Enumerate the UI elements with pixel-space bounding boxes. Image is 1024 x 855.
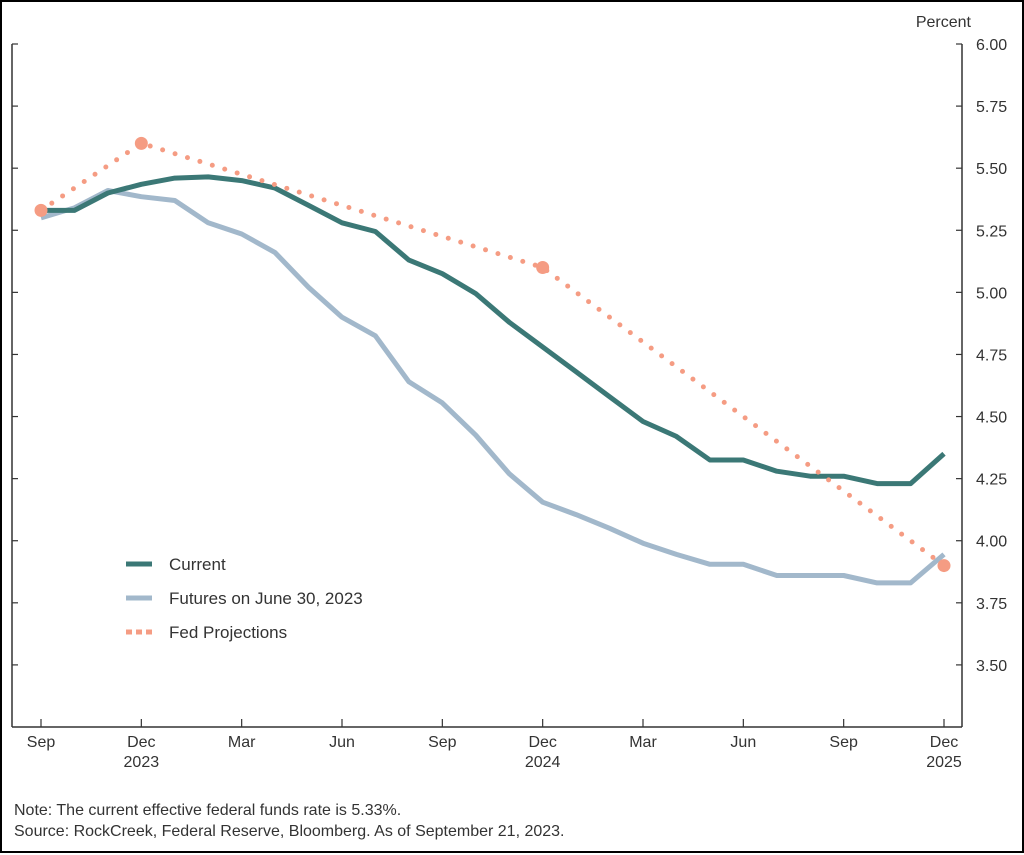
y-tick-label: 5.75 xyxy=(976,99,1007,116)
legend-label: Futures on June 30, 2023 xyxy=(169,589,363,608)
x-tick-label: Sep xyxy=(428,734,457,751)
series-line-current xyxy=(41,174,946,487)
x-tick-label: Dec xyxy=(127,734,155,751)
x-tick-label: Jun xyxy=(730,734,756,751)
y-tick-label: 6.00 xyxy=(976,37,1007,54)
note-text: Note: The current effective federal fund… xyxy=(14,802,402,819)
x-tick-label: Sep xyxy=(27,734,56,751)
y-tick-label: 3.75 xyxy=(976,596,1007,613)
x-tick-year-label: 2024 xyxy=(525,754,561,771)
y-tick-label: 4.25 xyxy=(976,472,1007,489)
y-tick-label: 5.25 xyxy=(976,223,1007,240)
y-tick-label: 4.75 xyxy=(976,347,1007,364)
data-point-fed-projections xyxy=(134,136,148,150)
x-tick-label: Sep xyxy=(829,734,858,751)
data-point-fed-projections xyxy=(536,261,550,275)
y-tick-label: 5.50 xyxy=(976,161,1007,178)
x-tick-label: Dec xyxy=(528,734,556,751)
y-tick-label: 5.00 xyxy=(976,285,1007,302)
y-axis-label: Percent xyxy=(916,14,972,31)
data-point-fed-projections xyxy=(937,559,951,573)
x-tick-label: Dec xyxy=(930,734,958,751)
x-tick-label: Mar xyxy=(629,734,657,751)
legend-label: Fed Projections xyxy=(169,623,287,642)
x-tick-label: Mar xyxy=(228,734,256,751)
x-tick-year-label: 2025 xyxy=(926,754,962,771)
y-tick-label: 4.50 xyxy=(976,410,1007,427)
y-tick-label: 4.00 xyxy=(976,534,1007,551)
y-tick-label: 3.50 xyxy=(976,658,1007,675)
source-text: Source: RockCreek, Federal Reserve, Bloo… xyxy=(14,823,565,840)
series-line-fed-projections xyxy=(38,140,947,569)
data-point-fed-projections xyxy=(34,203,48,217)
legend-label: Current xyxy=(169,555,226,574)
x-tick-year-label: 2023 xyxy=(124,754,160,771)
series-line-futures-on-june-30-2023 xyxy=(40,188,946,586)
x-tick-label: Jun xyxy=(329,734,355,751)
